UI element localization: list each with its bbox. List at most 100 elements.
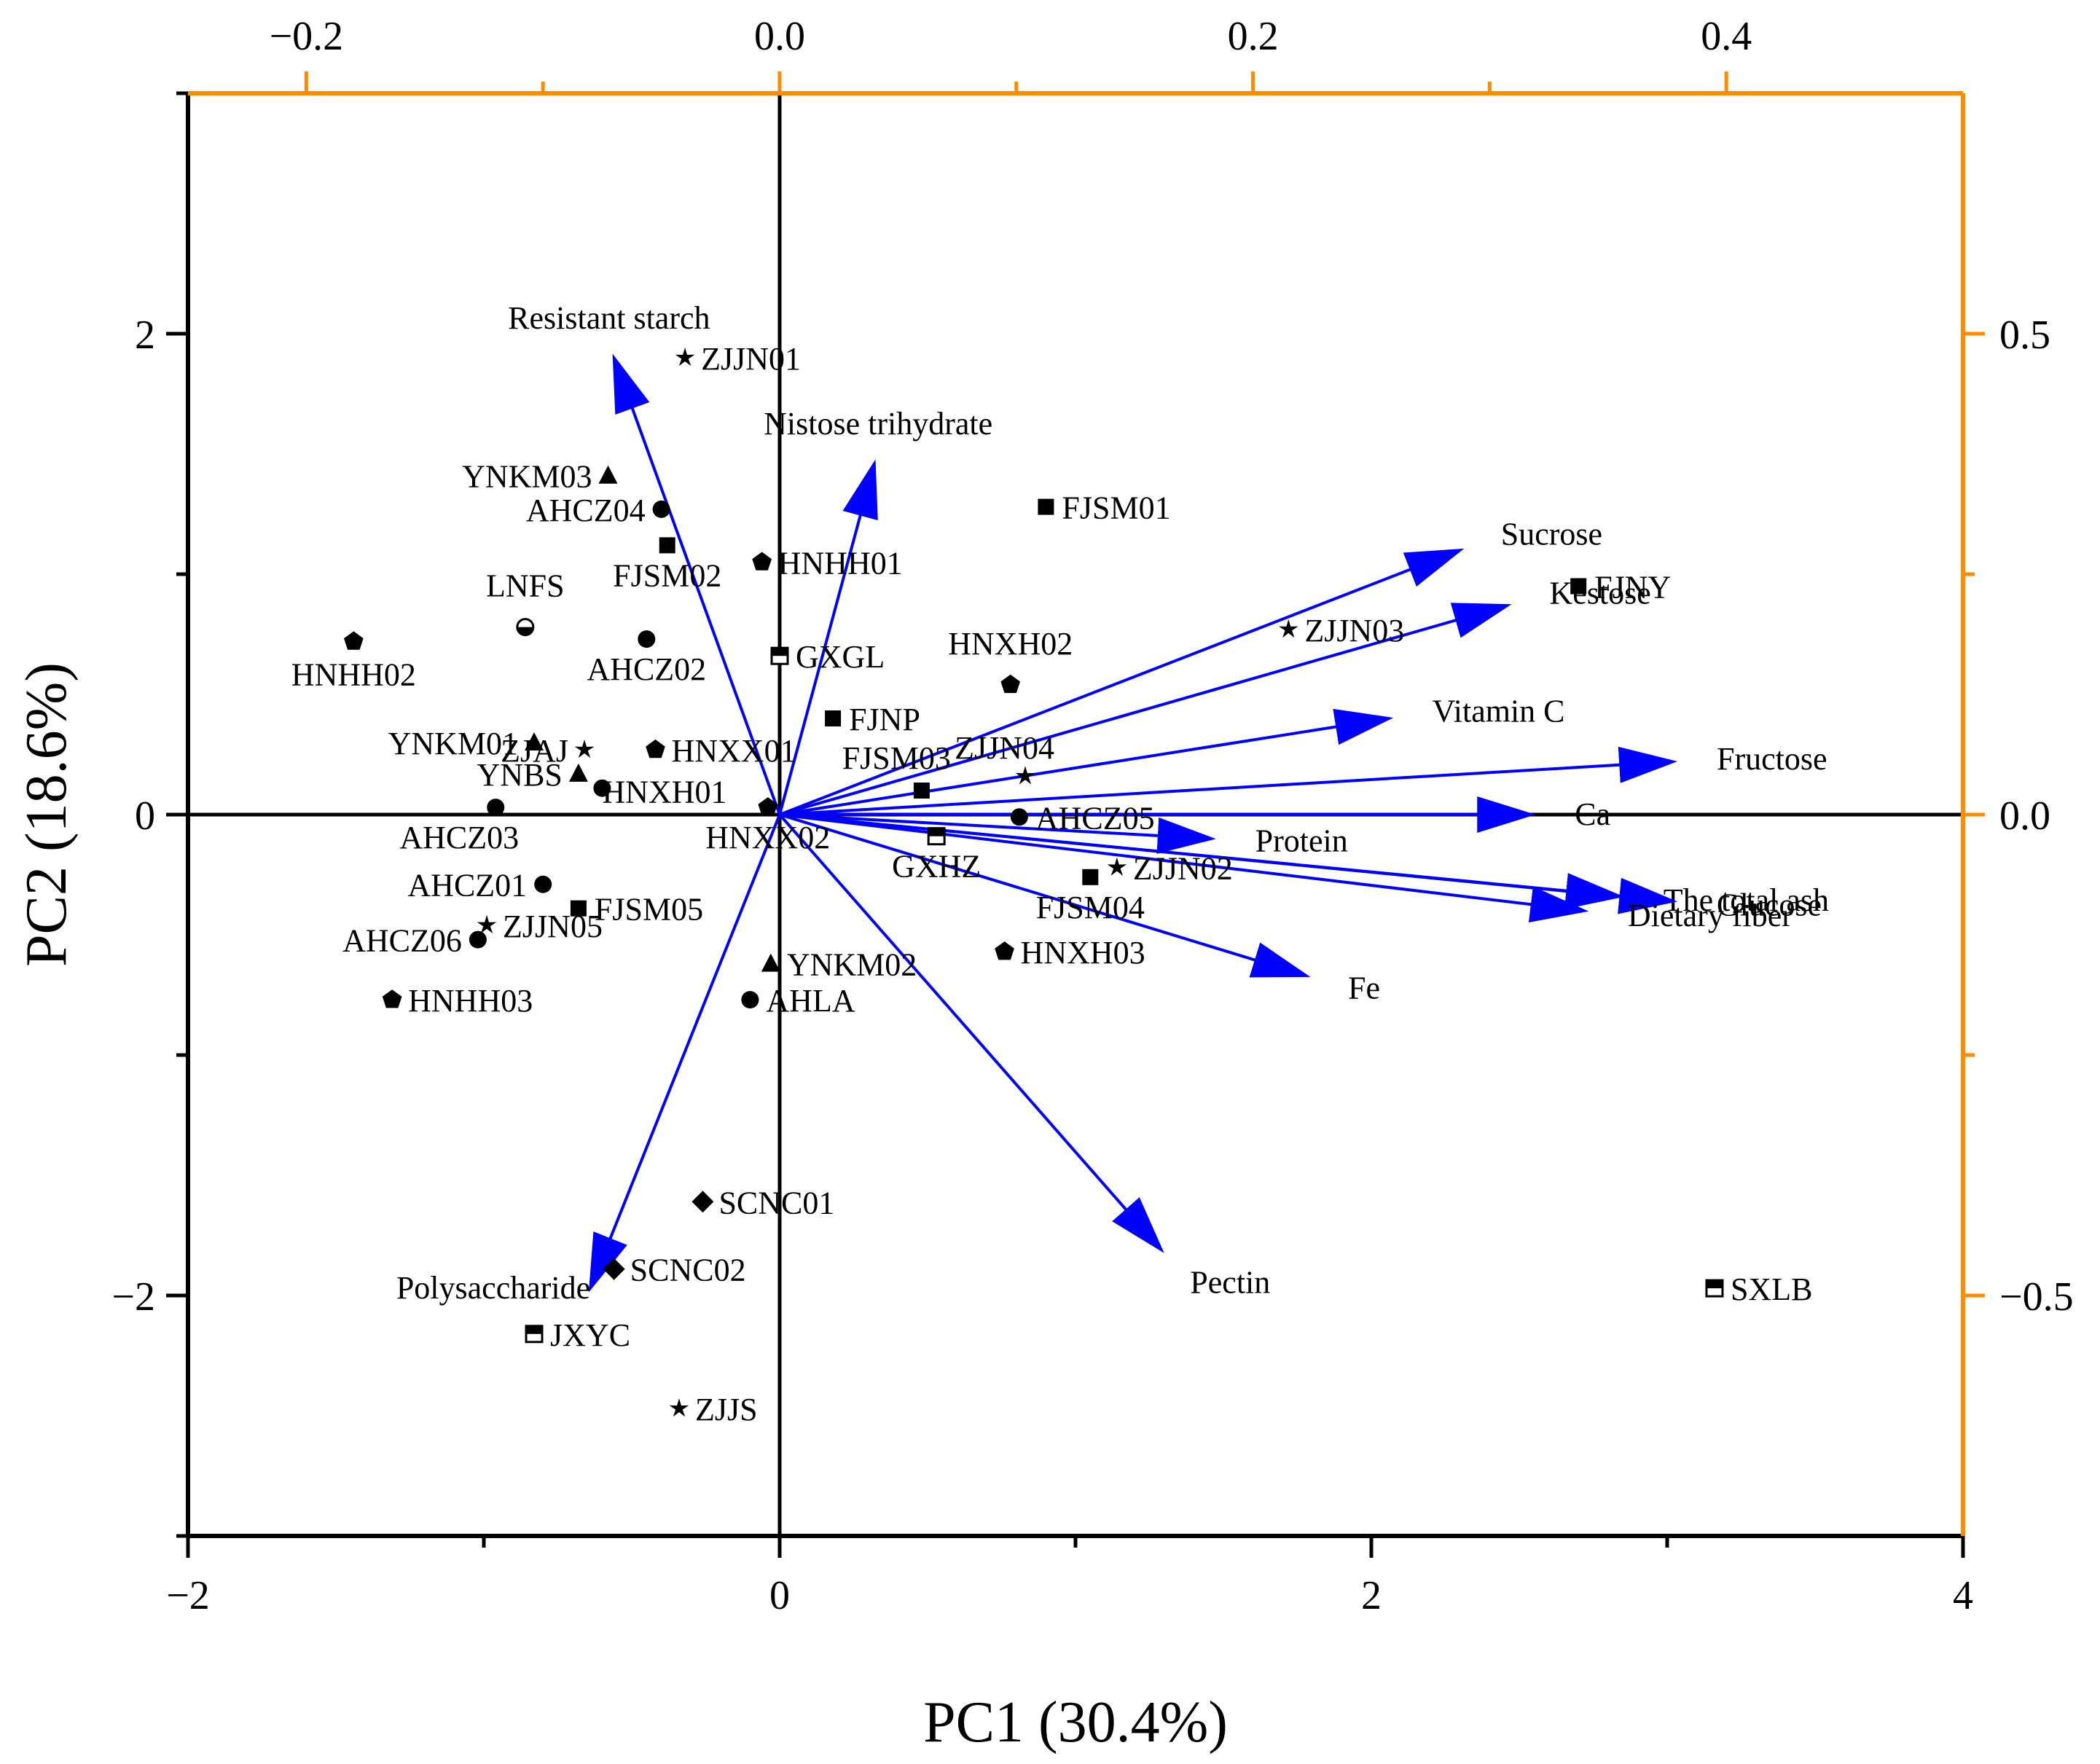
vector-arrow	[779, 813, 1589, 923]
data-point: JXYC	[525, 1317, 630, 1353]
data-point: YNKM01	[388, 726, 544, 761]
vector-label: Fe	[1348, 971, 1380, 1006]
point-label: AHCZ04	[526, 493, 646, 528]
left-axis-ticks: −2 0 2	[111, 91, 188, 1538]
point-label: FJSM03	[842, 740, 951, 776]
point-label: AHCZ02	[587, 651, 706, 687]
data-point: FJSM03	[842, 740, 951, 799]
point-label: SCNC02	[630, 1253, 746, 1288]
point-label: HNHH03	[408, 983, 533, 1019]
data-point: AHCZ01	[407, 868, 552, 903]
top-tick-label: −0.2	[270, 14, 344, 59]
data-point: HNHH03	[382, 983, 533, 1019]
top-tick-label: 0.2	[1228, 14, 1279, 59]
vector-label: Protein	[1255, 823, 1348, 858]
vector-arrow	[779, 603, 1512, 816]
data-point: ZJJN04	[955, 730, 1054, 785]
data-point: FJSM04	[1036, 869, 1145, 925]
vector-arrow	[778, 459, 878, 815]
data-point: ZJJN02	[1107, 851, 1233, 887]
y-tick-label: −2	[111, 1274, 155, 1320]
point-label: FJSM02	[613, 557, 721, 593]
vector-arrow	[779, 548, 1465, 816]
point-label: ZJJN01	[701, 341, 801, 377]
data-point: YNBS	[477, 757, 588, 793]
point-label: AHCZ03	[399, 820, 519, 855]
point-label: ZJJN03	[1304, 613, 1404, 648]
vector-arrow	[778, 813, 1164, 1253]
vector-label: Pectin	[1190, 1264, 1270, 1300]
x-tick-label: 0	[769, 1573, 790, 1618]
point-label: FJSM04	[1036, 890, 1145, 925]
point-label: HNXX01	[671, 733, 796, 769]
data-point: HNXH02	[948, 626, 1073, 694]
data-point: FJSM01	[1038, 490, 1171, 526]
point-label: FJSM01	[1062, 490, 1170, 526]
point-label: SCNC01	[718, 1185, 834, 1220]
loading-vectors: Resistant starch Nistose trihydrate Sucros…	[396, 300, 1829, 1306]
data-point: SXLB	[1705, 1271, 1812, 1307]
x-tick-label: −2	[166, 1573, 210, 1618]
vector-arrow	[779, 813, 1216, 854]
data-point: ZJJN01	[675, 341, 801, 377]
x-axis-title: PC1 (30.4%)	[923, 1690, 1228, 1755]
data-point: FJSM05	[570, 892, 703, 928]
data-point: GXHZ	[892, 827, 981, 885]
data-point: AHCZ06	[342, 923, 487, 959]
data-point: SCNC01	[691, 1185, 834, 1220]
point-label: HNXH01	[602, 775, 726, 810]
data-point: HNXX01	[646, 733, 796, 769]
point-label: YNKM02	[787, 947, 917, 983]
vector-arrow	[779, 708, 1394, 816]
data-point: HNXX02	[705, 797, 830, 855]
data-point: HNXH03	[995, 935, 1145, 971]
data-point: YNKM03	[462, 459, 618, 495]
point-label: FJNP	[849, 702, 920, 737]
vector-label: Kestose	[1549, 575, 1650, 611]
point-label: YNBS	[477, 757, 563, 793]
data-point: HNXH01	[593, 775, 727, 810]
point-label: ZJJN04	[955, 730, 1054, 766]
right-tick-label: 0.0	[1999, 793, 2050, 839]
point-label: HNHH02	[291, 656, 416, 692]
point-label: LNFS	[486, 568, 565, 604]
data-point: AHCZ02	[587, 630, 706, 687]
point-label: AHCZ05	[1035, 800, 1155, 836]
data-point: FJNY	[1570, 570, 1671, 605]
data-point: HNHH01	[752, 546, 903, 581]
data-point: AHCZ04	[526, 493, 670, 528]
vector-label: Ca	[1575, 796, 1610, 832]
vector-label: Polysaccharide	[396, 1270, 590, 1306]
point-label: AHLA	[766, 983, 855, 1019]
data-point: ZJJN05	[477, 909, 603, 944]
point-label: HNXH03	[1021, 935, 1145, 971]
data-point: AHLA	[741, 983, 855, 1019]
point-label: FJSM05	[595, 892, 703, 928]
y-tick-label: 0	[135, 793, 155, 839]
point-label: ZJJN02	[1133, 851, 1233, 887]
right-axis-ticks: −0.5 0.0 0.5	[1963, 313, 2074, 1320]
point-label: GXGL	[796, 639, 885, 675]
data-point: LNFS	[486, 568, 565, 637]
point-label: AHCZ01	[407, 868, 527, 903]
point-label: ZJJS	[695, 1392, 758, 1427]
data-point: SCNC02	[603, 1253, 746, 1288]
vector-arrow	[612, 353, 781, 815]
vector-label: Sucrose	[1501, 516, 1602, 552]
data-point: HNHH02	[291, 631, 416, 692]
vector-label: Resistant starch	[508, 300, 710, 336]
data-point: FJNP	[825, 702, 920, 737]
vector-arrow	[779, 813, 1311, 978]
top-tick-label: 0.4	[1701, 14, 1752, 59]
point-label: YNKM03	[462, 459, 592, 495]
point-label: HNXX02	[705, 820, 830, 855]
x-tick-label: 2	[1361, 1573, 1382, 1618]
data-point: ZJAJ	[501, 733, 595, 769]
vector-label: Nistose trihydrate	[764, 406, 992, 442]
y-axis-title: PC2 (18.6%)	[15, 662, 79, 967]
vector-label: Glucose	[1717, 887, 1822, 923]
point-label: ZJJN05	[503, 909, 603, 944]
top-tick-label: 0.0	[754, 14, 805, 59]
